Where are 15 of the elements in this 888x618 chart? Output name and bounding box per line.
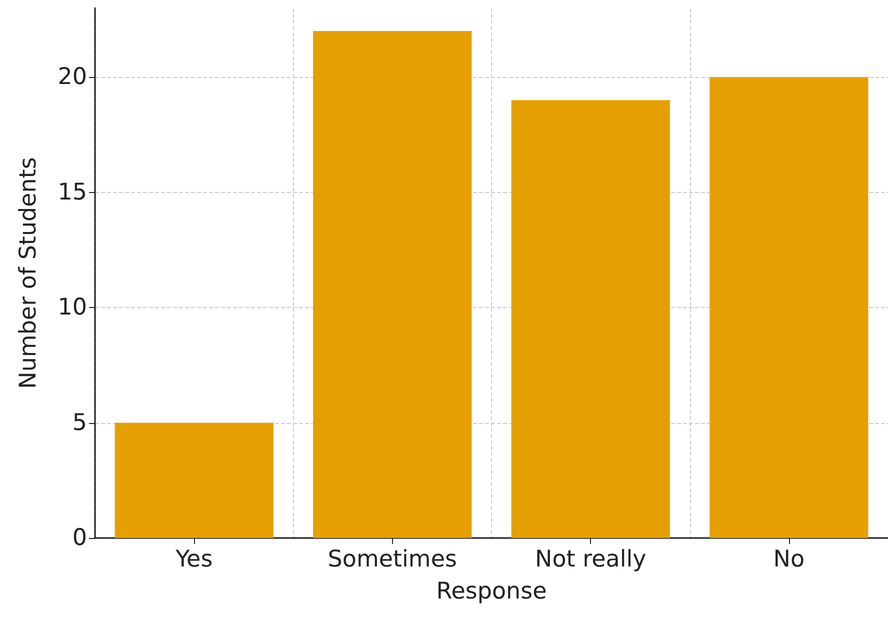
x-tick-label: Yes xyxy=(174,546,213,572)
y-tick-label: 20 xyxy=(58,64,87,90)
x-tick-label: Not really xyxy=(535,546,646,572)
bar xyxy=(511,100,670,538)
bar xyxy=(313,31,472,538)
x-tick-label: Sometimes xyxy=(328,546,457,572)
y-tick-label: 5 xyxy=(72,410,87,436)
y-tick-label: 15 xyxy=(58,179,87,206)
x-axis-title: Response xyxy=(436,578,547,604)
bar xyxy=(710,77,868,538)
y-tick-label: 10 xyxy=(58,294,87,321)
y-tick-label: 0 xyxy=(72,525,87,551)
bar xyxy=(114,422,274,538)
x-tick-label: No xyxy=(773,546,805,572)
y-axis-title: Number of Students xyxy=(16,157,42,389)
